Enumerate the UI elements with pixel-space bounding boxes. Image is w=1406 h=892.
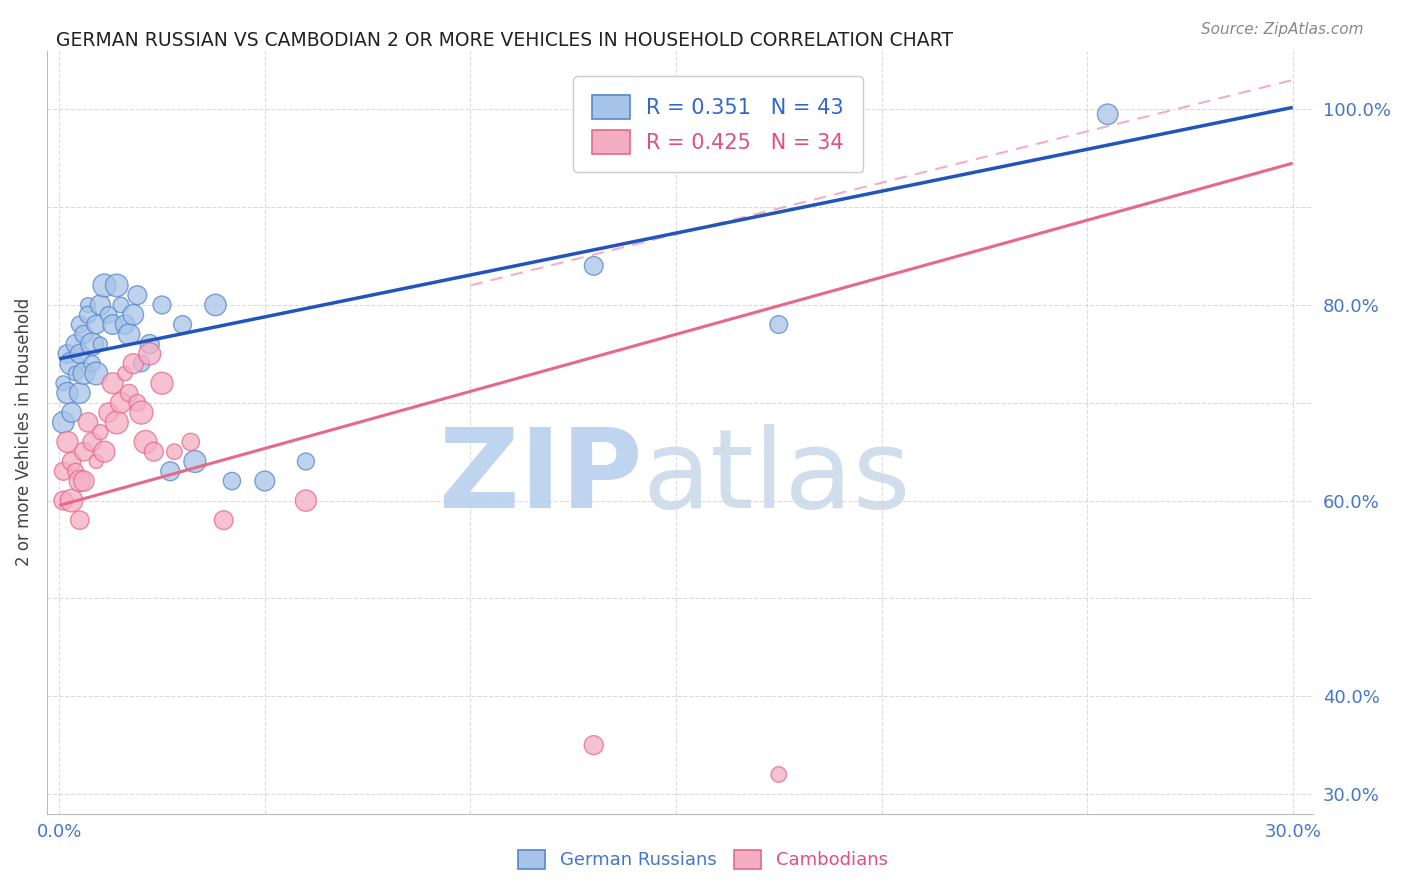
Point: [105, 415, 128, 429]
Point: [52, 376, 75, 391]
Point: [163, 444, 186, 458]
Point: [82, 434, 104, 449]
Point: [118, 327, 141, 342]
Point: [89, 337, 111, 351]
Point: [135, 434, 157, 449]
Point: [60, 406, 83, 420]
Legend: R = 0.351   N = 43, R = 0.425   N = 34: R = 0.351 N = 43, R = 0.425 N = 34: [574, 77, 863, 172]
Point: [65, 464, 87, 478]
Point: [84, 454, 107, 468]
Point: [295, 493, 318, 508]
Point: [138, 337, 160, 351]
Point: [97, 308, 120, 322]
Point: [138, 347, 160, 361]
Point: [131, 406, 153, 420]
Point: [101, 376, 124, 391]
Point: [93, 278, 115, 293]
Point: [142, 444, 165, 458]
Point: [73, 327, 96, 342]
Text: Source: ZipAtlas.com: Source: ZipAtlas.com: [1201, 22, 1364, 37]
Point: [105, 278, 128, 293]
Point: [184, 454, 207, 468]
Point: [295, 454, 318, 468]
Point: [56, 347, 79, 361]
Point: [73, 474, 96, 488]
Point: [110, 396, 132, 410]
Point: [77, 308, 100, 322]
Point: [84, 367, 107, 381]
Y-axis label: 2 or more Vehicles in Household: 2 or more Vehicles in Household: [15, 298, 32, 566]
Point: [77, 415, 100, 429]
Point: [56, 434, 79, 449]
Point: [89, 425, 111, 439]
Point: [77, 298, 100, 312]
Point: [110, 298, 132, 312]
Legend: German Russians, Cambodians: German Russians, Cambodians: [509, 841, 897, 879]
Point: [768, 318, 790, 332]
Point: [204, 298, 226, 312]
Point: [97, 406, 120, 420]
Point: [69, 386, 91, 401]
Point: [122, 308, 145, 322]
Point: [127, 288, 149, 302]
Point: [89, 298, 111, 312]
Point: [159, 464, 181, 478]
Point: [73, 367, 96, 381]
Point: [82, 337, 104, 351]
Point: [69, 318, 91, 332]
Point: [131, 357, 153, 371]
Point: [122, 357, 145, 371]
Point: [52, 464, 75, 478]
Point: [60, 357, 83, 371]
Point: [150, 298, 173, 312]
Point: [82, 357, 104, 371]
Point: [1097, 107, 1119, 121]
Point: [84, 318, 107, 332]
Point: [69, 513, 91, 527]
Point: [253, 474, 276, 488]
Point: [118, 386, 141, 401]
Point: [65, 367, 87, 381]
Point: [172, 318, 194, 332]
Point: [582, 738, 605, 752]
Point: [101, 318, 124, 332]
Point: [93, 444, 115, 458]
Point: [114, 367, 136, 381]
Point: [52, 415, 75, 429]
Text: GERMAN RUSSIAN VS CAMBODIAN 2 OR MORE VEHICLES IN HOUSEHOLD CORRELATION CHART: GERMAN RUSSIAN VS CAMBODIAN 2 OR MORE VE…: [56, 31, 953, 50]
Text: ZIP: ZIP: [439, 425, 643, 532]
Point: [150, 376, 173, 391]
Point: [65, 337, 87, 351]
Point: [114, 318, 136, 332]
Point: [60, 493, 83, 508]
Point: [60, 454, 83, 468]
Point: [73, 444, 96, 458]
Point: [582, 259, 605, 273]
Point: [56, 386, 79, 401]
Point: [69, 474, 91, 488]
Point: [212, 513, 235, 527]
Point: [127, 396, 149, 410]
Point: [69, 347, 91, 361]
Point: [768, 767, 790, 781]
Text: atlas: atlas: [643, 425, 911, 532]
Point: [221, 474, 243, 488]
Point: [180, 434, 202, 449]
Point: [52, 493, 75, 508]
